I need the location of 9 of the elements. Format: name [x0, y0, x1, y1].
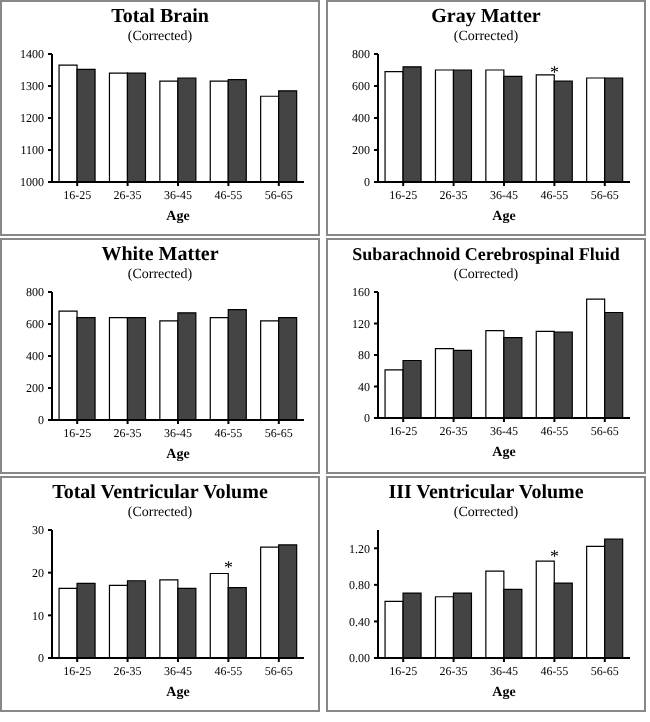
chart-title: III Ventricular Volume [388, 482, 584, 504]
annotation: * [549, 61, 560, 82]
chart-title: White Matter [101, 244, 219, 266]
chart-title: Gray Matter [431, 6, 541, 28]
chart-title: Total Ventricular Volume [52, 482, 268, 504]
chart-title: Subarachnoid Cerebrospinal Fluid [352, 244, 620, 266]
annotation: * [223, 556, 234, 577]
chart-title: Total Brain [111, 6, 209, 28]
annotation: * [549, 545, 560, 566]
